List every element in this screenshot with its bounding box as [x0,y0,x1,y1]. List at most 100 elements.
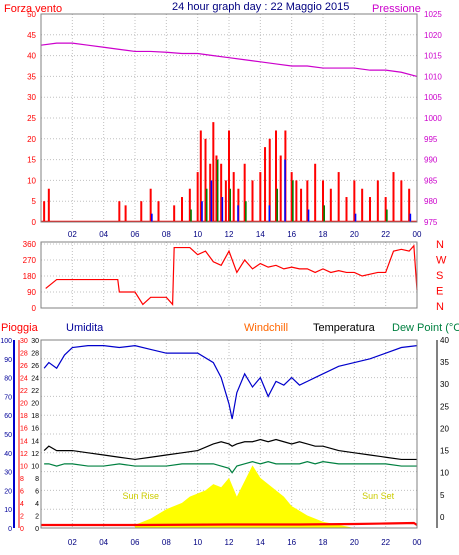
wind-x-ticks: 02 04 06 08 10 12 14 16 18 20 22 00 [68,230,422,239]
temp-x-tick-label: 02 [68,538,77,547]
right-tick-label: 30 [440,380,449,389]
rain-tick-label: 2 [20,513,24,520]
humidity-tick-label: 60 [4,413,12,420]
temp-tick-label: 18 [31,413,39,420]
wind-axis-label: Forza vento [4,3,62,15]
temp-x-tick-label: 18 [319,538,328,547]
temperature-panel: Pioggia Umidita Windchill Temperatura De… [0,322,459,547]
wind-series [41,122,417,223]
wind-x-tick-label: 12 [225,230,234,239]
temp-tick-label: 8 [35,476,39,483]
rain-tick-label: 12 [20,451,28,458]
sun-area [135,465,355,528]
temp-x-tick-label: 08 [162,538,171,547]
rain-tick-label: 6 [20,488,24,495]
temp-x-tick-label: 20 [350,538,359,547]
humidity-tick-label: 0 [8,526,12,533]
rain-tick-label: 4 [20,501,24,508]
wind-x-tick-label: 18 [319,230,328,239]
pressure-tick-label: 1010 [424,72,442,81]
temp-tick-label: 10 [31,463,39,470]
direction-tick-label: 180 [23,272,37,281]
legend-dewpoint: Dew Point (°C [392,322,459,334]
temp-x-tick-label: 12 [225,538,234,547]
humidity-tick-label: 100 [0,338,12,345]
temp-tick-label: 2 [35,513,39,520]
pressure-y-ticks: 975 980 985 990 995 1000 1005 1010 1015 1020 1025 [424,10,442,227]
right-tick-label: 15 [440,447,449,456]
pressure-line [40,42,418,77]
rain-tick-label: 16 [20,426,28,433]
right-tick-label: 40 [440,336,449,345]
wind-x-tick-label: 16 [287,230,296,239]
humidity-tick-label: 80 [4,376,12,383]
temp-tick-label: 12 [31,451,39,458]
compass-label: N [436,301,444,313]
wind-tick-label: 45 [27,31,36,40]
pressure-tick-label: 1005 [424,93,442,102]
humidity-y-ticks: 0 10 20 30 40 50 60 70 80 90 100 [0,338,12,533]
temp-x-tick-label: 00 [413,538,422,547]
humidity-tick-label: 30 [4,470,12,477]
temp-x-tick-label: 14 [256,538,265,547]
pressure-axis-label: Pressione [372,3,421,15]
temp-x-tick-label: 22 [381,538,390,547]
wind-x-tick-label: 14 [256,230,265,239]
legend-temperature: Temperatura [313,322,376,334]
direction-y-ticks: 0 90 180 270 360 [23,240,37,313]
rain-tick-label: 26 [20,363,28,370]
rain-tick-label: 24 [20,376,28,383]
sunset-label: Sun Set [362,491,395,501]
temp-tick-label: 24 [31,376,39,383]
humidity-tick-label: 10 [4,507,12,514]
temp-tick-label: 14 [31,438,39,445]
temp-tick-label: 30 [31,338,39,345]
rain-tick-label: 22 [20,388,28,395]
wind-tick-label: 10 [27,176,36,185]
wind-tick-label: 5 [32,197,37,206]
temperature-frame [40,339,418,529]
wind-tick-label: 25 [27,114,36,123]
pressure-tick-label: 985 [424,176,438,185]
rain-tick-label: 28 [20,351,28,358]
humidity-tick-label: 50 [4,432,12,439]
temp-x-tick-label: 10 [193,538,202,547]
rain-tick-label: 18 [20,413,28,420]
panel-title: 24 hour graph day : 22 Maggio 2015 [172,1,349,13]
rain-tick-label: 14 [20,438,28,445]
pressure-tick-label: 1025 [424,10,442,19]
temp-tick-label: 28 [31,351,39,358]
rain-tick-label: 8 [20,476,24,483]
temp-x-tick-label: 04 [99,538,108,547]
pressure-tick-label: 995 [424,135,438,144]
wind-tick-label: 30 [27,93,36,102]
wind-x-tick-label: 20 [350,230,359,239]
temperature-x-ticks: 02 04 06 08 10 12 14 16 18 20 22 00 [68,538,422,547]
wind-tick-label: 15 [27,156,36,165]
rain-tick-label: 10 [20,463,28,470]
temp-tick-label: 6 [35,488,39,495]
humidity-tick-label: 20 [4,488,12,495]
wind-tick-label: 40 [27,52,36,61]
compass-label: N [436,239,444,251]
wind-tick-label: 0 [32,218,37,227]
right-tick-label: 20 [440,424,449,433]
direction-tick-label: 270 [23,256,37,265]
right-tick-label: 10 [440,469,449,478]
wind-x-tick-label: 08 [162,230,171,239]
direction-tick-label: 90 [27,288,36,297]
wind-x-tick-label: 00 [413,230,422,239]
humidity-tick-label: 90 [4,357,12,364]
pressure-tick-label: 990 [424,156,438,165]
direction-tick-label: 0 [32,304,37,313]
temp-tick-label: 22 [31,388,39,395]
right-tick-label: 35 [440,358,449,367]
right-tick-label: 0 [440,513,445,522]
wind-frame [40,13,418,223]
direction-line [45,244,418,306]
sunrise-label: Sun Rise [122,491,159,501]
